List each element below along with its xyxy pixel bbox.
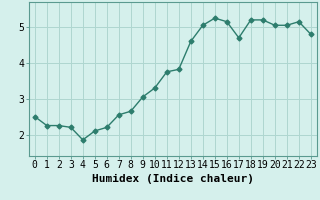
X-axis label: Humidex (Indice chaleur): Humidex (Indice chaleur)	[92, 174, 254, 184]
